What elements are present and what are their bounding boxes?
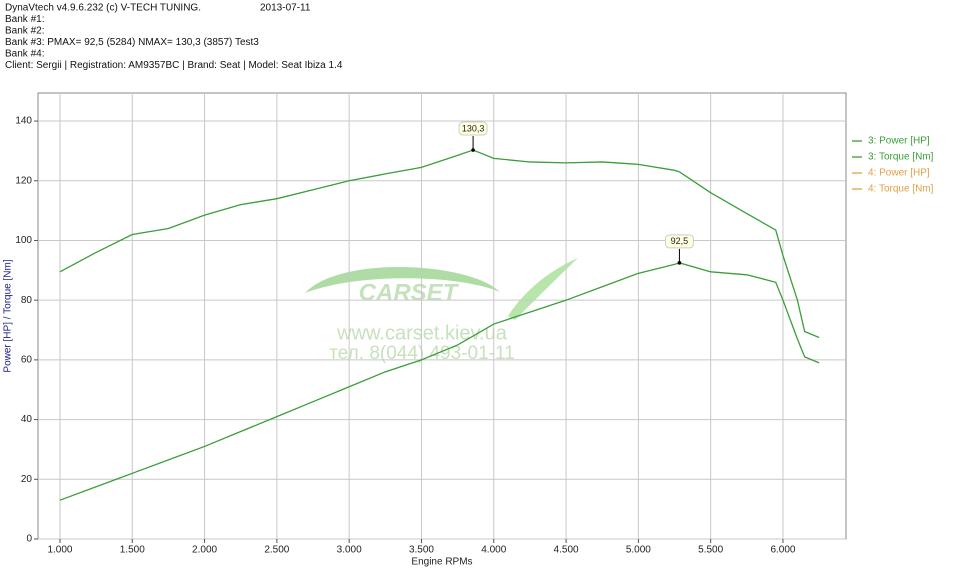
x-tick-label: 4.500 (554, 545, 579, 556)
annotation-box (664, 234, 694, 249)
x-axis-label: Engine RPMs (411, 557, 472, 568)
legend-label: 3: Torque [Nm] (868, 152, 934, 163)
header-line: Bank #2: (5, 26, 44, 37)
legend-label: 4: Power [HP] (868, 168, 930, 179)
watermark-phone: тел. 8(044) 493-01-11 (329, 343, 514, 364)
header-line: Bank #4: (5, 49, 44, 60)
annotation-point (677, 261, 682, 265)
legend-label: 4: Torque [Nm] (868, 184, 934, 195)
y-axis-label: Power [HP] / Torque [Nm] (3, 259, 14, 372)
annotation-box (458, 121, 488, 136)
header-date: 2013-07-11 (260, 3, 311, 14)
x-tick-label: 2.500 (264, 545, 289, 556)
x-tick-label: 5.000 (626, 545, 651, 556)
plot-area (37, 92, 847, 540)
watermark-brand: CARSET (359, 279, 460, 306)
x-tick-label: 4.000 (481, 545, 506, 556)
x-tick-label: 3.000 (337, 545, 362, 556)
x-tick-label: 2.000 (192, 545, 217, 556)
watermark: CARSET www.carset.kiev.ua тел. 8(044) 49… (305, 258, 578, 364)
x-tick-label: 1.500 (120, 545, 145, 556)
y-tick-label: 0 (26, 534, 32, 545)
header-line: DynaVtech v4.9.6.232 (c) V-TECH TUNING. (5, 3, 201, 14)
y-tick-label: 80 (21, 295, 33, 306)
legend-label: 3: Power [HP] (868, 136, 930, 147)
swoosh (508, 258, 578, 320)
x-tick-label: 5.500 (698, 545, 723, 556)
x-tick-label: 6.000 (770, 545, 795, 556)
series-line (59, 149, 820, 339)
x-tick-label: 1.000 (47, 545, 72, 556)
header-line: Client: Sergii | Registration: AM9357BC … (5, 60, 343, 71)
header-line: Bank #1: (5, 14, 44, 25)
swoosh (305, 266, 500, 293)
header: DynaVtech v4.9.6.232 (c) V-TECH TUNING.B… (5, 3, 343, 72)
y-tick-label: 40 (21, 414, 33, 425)
y-tick-label: 20 (21, 474, 33, 485)
header-line: Bank #3: PMAX= 92,5 (5284) NMAX= 130,3 (… (5, 37, 259, 48)
x-tick-label: 3.500 (409, 545, 434, 556)
series-line (59, 262, 820, 501)
y-tick-label: 100 (15, 235, 32, 246)
y-tick-label: 60 (21, 355, 33, 366)
annotation-label: 130,3 (462, 123, 485, 133)
y-tick-label: 120 (15, 175, 32, 186)
annotation-label: 92,5 (671, 236, 689, 246)
y-tick-label: 140 (15, 116, 32, 127)
annotation-point (471, 148, 475, 152)
